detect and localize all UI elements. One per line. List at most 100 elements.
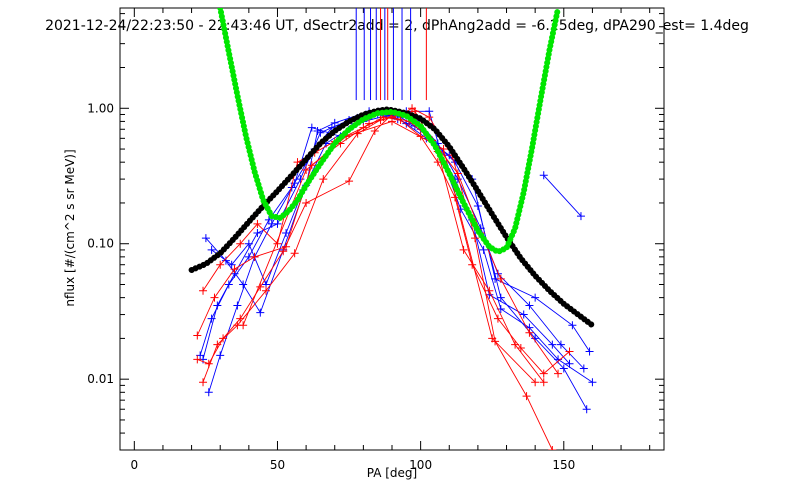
data-point-blue (473, 201, 482, 210)
data-point-blue (588, 378, 597, 387)
data-point-red (302, 166, 311, 175)
data-point-blue (479, 245, 488, 254)
data-point-blue (239, 280, 248, 289)
series-line-red (202, 107, 553, 450)
x-tick-label: 0 (130, 458, 138, 472)
data-point-red (216, 260, 225, 269)
data-point-red (213, 340, 222, 349)
series-line-blue (543, 174, 582, 217)
chart-title: 2021-12-24/22:23:50 - 22:43:46 UT, dSect… (45, 18, 749, 34)
data-point-red (408, 104, 417, 113)
data-point-red (565, 347, 574, 356)
data-point-blue (493, 269, 502, 278)
data-point-blue (233, 301, 242, 310)
y-tick-label: 1.00 (87, 101, 114, 115)
data-point-red (279, 247, 288, 256)
data-point-blue (531, 293, 540, 302)
data-point-blue (519, 310, 528, 319)
series-line-red (242, 120, 536, 383)
data-point-red (522, 392, 531, 401)
data-point-blue (282, 229, 291, 238)
x-axis-label: PA [deg] (367, 466, 417, 480)
series-line-blue (202, 114, 570, 365)
y-tick-label: 0.10 (87, 237, 114, 251)
data-point-red (262, 286, 271, 295)
data-point-red (319, 175, 328, 184)
data-point-blue (204, 388, 213, 397)
data-point-blue (316, 128, 325, 137)
x-tick-label: 100 (409, 458, 432, 472)
data-point-red (210, 293, 219, 302)
data-point-red (554, 369, 563, 378)
data-point-red (539, 378, 548, 387)
data-point-red (471, 234, 480, 243)
data-point-blue (548, 340, 557, 349)
data-point-blue (576, 212, 585, 221)
data-point-red (539, 369, 548, 378)
y-tick-label: 0.01 (87, 372, 114, 386)
data-point-red (531, 378, 540, 387)
data-point-red (253, 219, 262, 228)
plot-frame (119, 7, 665, 451)
data-point-red (250, 252, 259, 261)
data-point-red (376, 115, 385, 124)
data-point-red (496, 274, 505, 283)
data-point-blue (579, 364, 588, 373)
data-point-red (282, 242, 291, 251)
series-line-blue (208, 110, 593, 393)
data-point-blue (244, 239, 253, 248)
fit-curves (188, 8, 596, 329)
data-point-red (485, 286, 494, 295)
data-point-blue (585, 347, 594, 356)
series-line-red (197, 110, 545, 383)
data-point-blue (559, 364, 568, 373)
data-point-red (239, 321, 248, 330)
y-axis-label: nflux [#/(cm^2 s sr MeV)] (63, 149, 77, 306)
data-point-blue (207, 314, 216, 323)
data-point-blue (582, 405, 591, 414)
data-point-red (548, 446, 557, 450)
data-point-blue (565, 359, 574, 368)
data-point-blue (216, 351, 225, 360)
data-point-red (425, 113, 434, 122)
data-point-red (370, 126, 379, 135)
data-point-red (302, 198, 311, 207)
data-point-blue (207, 245, 216, 254)
data-point-blue (556, 340, 565, 349)
data-point-blue (213, 301, 222, 310)
data-point-blue (264, 215, 273, 224)
data-point-red (439, 145, 448, 154)
vertical-markers (355, 8, 427, 101)
data-point-red (199, 378, 208, 387)
data-point-red (459, 245, 468, 254)
data-point-blue (296, 175, 305, 184)
data-point-blue (330, 118, 339, 127)
data-point-blue (201, 234, 210, 243)
x-tick-label: 50 (270, 458, 285, 472)
x-tick-label: 150 (552, 458, 575, 472)
data-point-blue (568, 321, 577, 330)
data-point-red (525, 328, 534, 337)
axis-ticks: 0 50 100 150 0.01 0.10 1.00 (87, 8, 664, 472)
data-point-red (511, 340, 520, 349)
data-point-red (488, 334, 497, 343)
data-point-red (219, 334, 228, 343)
data-point-red (193, 331, 202, 340)
data-point-blue (196, 351, 205, 360)
data-point-red (230, 265, 239, 274)
data-point-blue (273, 219, 282, 228)
data-point-blue (539, 171, 548, 180)
data-point-red (388, 117, 396, 126)
data-point-blue (227, 260, 236, 269)
data-point-blue (253, 229, 262, 238)
data-point-red (290, 249, 299, 258)
data-point-red (199, 286, 208, 295)
data-point-blue (256, 308, 265, 317)
fit-curve-green (217, 8, 562, 255)
data-point-red (345, 177, 354, 186)
data-point-blue (307, 123, 316, 132)
data-point-blue (496, 293, 505, 302)
data-point-red (236, 239, 245, 248)
data-point-red (493, 314, 502, 323)
